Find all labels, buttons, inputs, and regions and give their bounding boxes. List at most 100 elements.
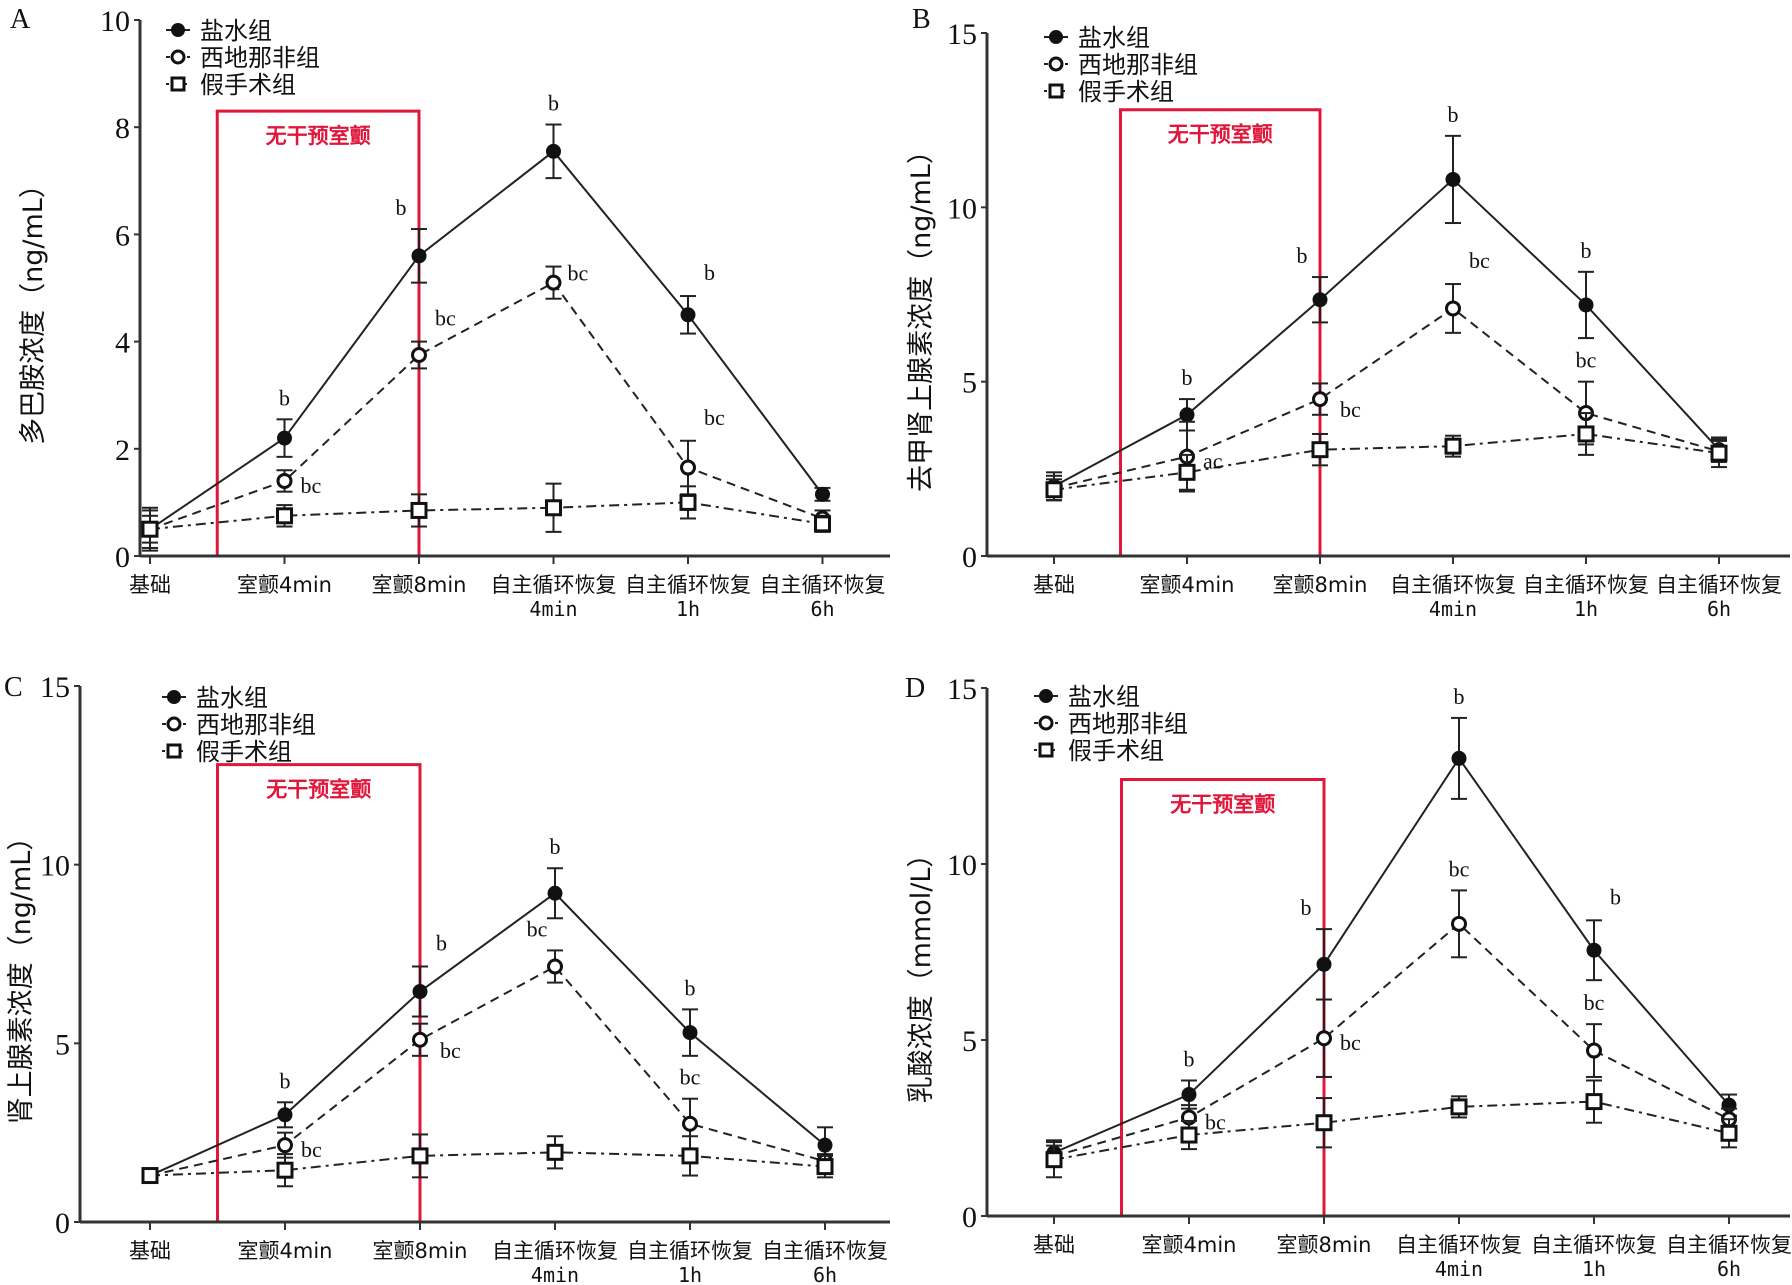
x-tick-label: 自主循环恢复 [492, 1239, 618, 1263]
significance-label: b [1454, 684, 1465, 709]
significance-label: b [279, 385, 290, 410]
data-point [1316, 1030, 1332, 1047]
data-point [547, 958, 563, 975]
significance-label: b [1581, 238, 1592, 263]
panel-letter: D [905, 673, 925, 704]
data-point [277, 430, 292, 446]
data-point [1312, 391, 1328, 408]
significance-label: bc [301, 1137, 322, 1162]
data-point [1312, 292, 1328, 308]
y-tick-label: 10 [947, 192, 977, 225]
data-point [1451, 915, 1467, 932]
legend-label: 西地那非组 [1068, 710, 1188, 738]
data-point [1180, 1126, 1198, 1144]
series-line [149, 1151, 826, 1177]
significance-label: b [1301, 895, 1312, 920]
significance-label: bc [568, 261, 589, 286]
y-tick-label: 4 [115, 327, 130, 360]
legend-label: 西地那非组 [196, 711, 316, 739]
legend-item: 假手术组 [1034, 737, 1164, 765]
y-axis-label: 肾上腺素浓度（ng/mL） [6, 824, 37, 1125]
significance-label: bc [1205, 1109, 1226, 1134]
y-tick-label: 10 [40, 850, 70, 883]
data-point [1578, 297, 1594, 313]
legend-item: 假手术组 [162, 738, 292, 766]
legend-item: 西地那非组 [1044, 51, 1198, 79]
series-line [149, 965, 826, 1177]
data-point [814, 515, 831, 533]
y-tick-label: 5 [55, 1028, 70, 1061]
x-tick-sublabel: 4min [1429, 597, 1477, 621]
data-point [412, 1031, 428, 1048]
data-point [682, 1115, 698, 1132]
intervention-box [1120, 778, 1326, 1216]
data-point [276, 1161, 294, 1179]
y-tick-label: 5 [962, 367, 977, 400]
series-1 [142, 867, 833, 1184]
legend-item: 西地那非组 [162, 711, 316, 739]
y-tick-label: 8 [115, 112, 130, 145]
series-line [1053, 756, 1730, 1154]
data-point [141, 520, 159, 538]
x-tick-sublabel: 4min [1435, 1257, 1483, 1281]
data-point [817, 1137, 833, 1153]
significance-label: bc [440, 1038, 461, 1063]
data-point [1586, 1042, 1602, 1059]
data-point [1045, 1151, 1063, 1169]
y-tick-label: 10 [947, 849, 977, 882]
data-point [816, 1158, 834, 1176]
legend-marker-icon [1038, 742, 1054, 758]
legend-marker-icon [1039, 689, 1053, 703]
series-1 [1046, 134, 1727, 502]
significance-label: b [1448, 102, 1459, 127]
x-tick-label: 基础 [129, 1239, 171, 1263]
significance-label: b [280, 1068, 291, 1093]
legend-item: 假手术组 [1044, 78, 1174, 106]
data-point [1450, 1098, 1468, 1116]
x-tick-label: 基础 [1033, 573, 1075, 597]
series-line [1053, 922, 1730, 1158]
y-tick-label: 10 [100, 5, 130, 38]
x-tick-label: 室颤8min [1273, 573, 1368, 597]
y-axis-label: 乳酸浓度（mmol/L） [906, 841, 937, 1104]
y-axis-label: 去甲肾上腺素浓度（ng/mL） [906, 137, 937, 492]
series-2 [1046, 889, 1737, 1168]
data-point [680, 459, 696, 476]
y-tick-label: 15 [40, 671, 70, 704]
data-point [1045, 481, 1063, 499]
x-tick-label: 自主循环恢复 [625, 573, 751, 597]
x-tick-label: 室颤4min [237, 573, 332, 597]
significance-label: bc [1449, 856, 1470, 881]
data-point [1444, 437, 1462, 455]
data-point [1445, 300, 1461, 317]
series-line [1053, 1100, 1730, 1161]
significance-label: bc [1340, 1030, 1361, 1055]
significance-label: b [685, 975, 696, 1000]
significance-label: b [550, 834, 561, 859]
legend-label: 西地那非组 [1078, 51, 1198, 79]
legend-marker-icon [1049, 30, 1063, 44]
data-point [547, 885, 563, 901]
series-3 [1045, 412, 1728, 502]
intervention-box [1119, 108, 1322, 556]
significance-label: bc [1469, 248, 1490, 273]
data-point [815, 486, 830, 502]
data-point [1316, 956, 1332, 972]
series-2 [142, 265, 831, 549]
y-tick-label: 15 [947, 673, 977, 706]
data-point [545, 274, 562, 291]
x-tick-label: 基础 [129, 573, 171, 597]
x-tick-sublabel: 1h [678, 1263, 702, 1285]
legend-item: 盐水组 [1044, 24, 1150, 52]
intervention-box-label: 无干预室颤 [266, 124, 371, 148]
x-tick-sublabel: 1h [1582, 1257, 1606, 1281]
x-tick-label: 室颤8min [1277, 1233, 1372, 1257]
data-point [411, 347, 427, 363]
series-line [1053, 432, 1720, 491]
significance-label: bc [1340, 397, 1361, 422]
y-tick-label: 0 [962, 541, 977, 574]
data-point [277, 1137, 293, 1154]
